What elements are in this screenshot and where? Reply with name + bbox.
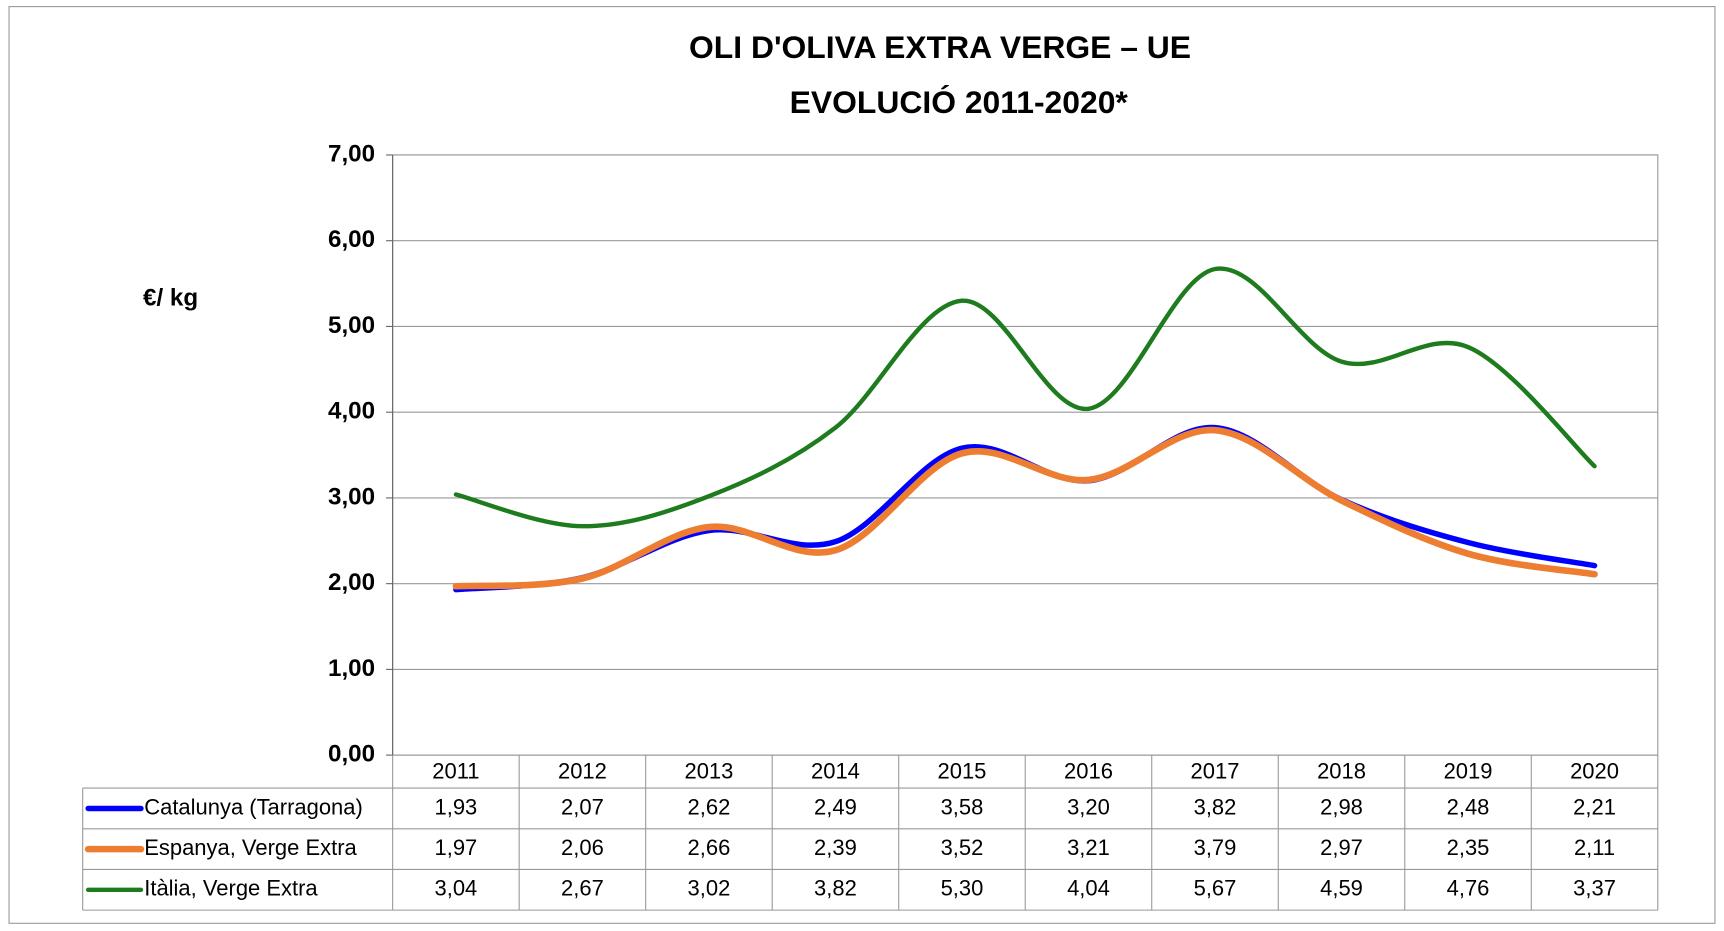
data-label: 2,21 (1573, 794, 1616, 819)
data-label: 3,82 (1194, 794, 1237, 819)
y-tick-label: 2,00 (328, 569, 375, 596)
data-label: 2,11 (1574, 835, 1615, 860)
x-tick-label: 2016 (1064, 759, 1113, 784)
data-label: 5,67 (1194, 876, 1237, 901)
data-label: 1,93 (435, 794, 478, 819)
y-tick-label: 1,00 (328, 655, 375, 682)
data-label: 3,79 (1194, 835, 1237, 860)
data-label: 2,35 (1447, 835, 1490, 860)
y-tick-label: 5,00 (328, 312, 375, 339)
x-tick-label: 2014 (811, 759, 860, 784)
series-line (452, 426, 1598, 590)
legend-label: Espanya, Verge Extra (144, 835, 357, 860)
series-line (453, 266, 1597, 529)
x-tick-label: 2012 (558, 759, 607, 784)
data-label: 3,52 (941, 835, 984, 860)
data-label: 5,30 (941, 876, 984, 901)
data-label: 2,06 (561, 835, 604, 860)
x-tick-label: 2019 (1444, 759, 1493, 784)
chart-title: OLI D'OLIVA EXTRA VERGE – UE (689, 29, 1191, 65)
x-tick-label: 2017 (1191, 759, 1240, 784)
y-tick-label: 6,00 (328, 226, 375, 253)
data-label: 3,37 (1573, 876, 1616, 901)
data-label: 2,07 (561, 794, 604, 819)
x-tick-label: 2018 (1317, 759, 1366, 784)
x-tick-label: 2013 (685, 759, 734, 784)
data-label: 2,49 (814, 794, 857, 819)
data-label: 1,97 (435, 835, 478, 860)
data-label: 2,48 (1447, 794, 1490, 819)
y-tick-label: 7,00 (328, 140, 375, 167)
data-label: 2,39 (814, 835, 857, 860)
legend-label: Catalunya (Tarragona) (144, 794, 363, 819)
data-label: 3,02 (688, 876, 731, 901)
data-label: 2,98 (1320, 794, 1363, 819)
data-label: 3,82 (814, 876, 857, 901)
data-label: 4,59 (1320, 876, 1363, 901)
x-tick-label: 2011 (432, 759, 479, 784)
data-label: 3,58 (941, 794, 984, 819)
chart-subtitle: EVOLUCIÓ 2011-2020* (790, 84, 1129, 120)
data-label: 2,62 (688, 794, 731, 819)
x-tick-label: 2015 (938, 759, 987, 784)
y-axis-label: €/ kg (143, 284, 198, 311)
data-label: 2,67 (561, 876, 604, 901)
y-tick-label: 3,00 (328, 483, 375, 510)
x-tick-label: 2020 (1570, 759, 1619, 784)
data-label: 4,76 (1447, 876, 1490, 901)
data-label: 3,21 (1067, 835, 1110, 860)
data-label: 3,04 (435, 876, 478, 901)
y-tick-label: 0,00 (328, 741, 375, 768)
data-label: 2,97 (1320, 835, 1363, 860)
y-tick-label: 4,00 (328, 398, 375, 425)
data-label: 4,04 (1067, 876, 1110, 901)
data-label: 2,66 (688, 835, 731, 860)
legend-label: Itàlia, Verge Extra (144, 876, 318, 901)
chart-frame (8, 6, 1716, 924)
data-label: 3,20 (1067, 794, 1110, 819)
